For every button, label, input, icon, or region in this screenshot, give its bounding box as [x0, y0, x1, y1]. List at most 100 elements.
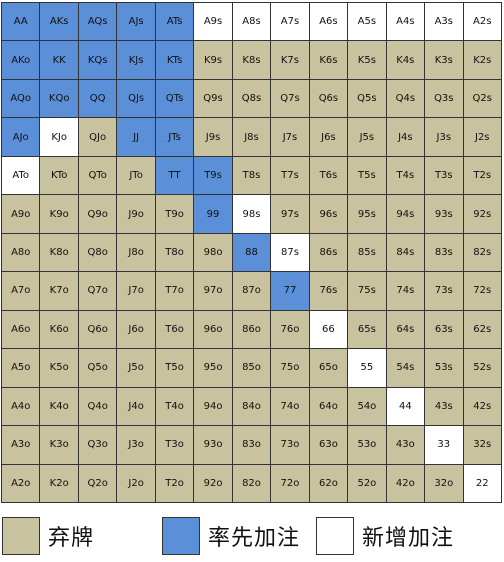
- hand-range-grid: AA AKs AQs AJs ATs A9s A8s A7s A6s A5s A4s A3s A2s AK…: [1, 2, 502, 503]
- hand-cell: T6s: [309, 156, 348, 195]
- hand-cell: 85o: [232, 349, 271, 387]
- hand-cell: JTs: [155, 118, 194, 156]
- hand-cell: 32s: [463, 426, 501, 464]
- hand-cell: K4s: [386, 41, 425, 79]
- hand-cell: KK: [40, 41, 78, 79]
- hand-cell: 64s: [386, 310, 425, 349]
- hand-cell: T7o: [155, 272, 194, 310]
- hand-cell: 82o: [232, 464, 271, 502]
- hand-cell: 88: [232, 233, 271, 272]
- hand-cell: 66: [309, 310, 348, 349]
- hand-cell: J3s: [425, 118, 463, 156]
- hand-cell: K7o: [40, 272, 78, 310]
- hand-cell: QJo: [78, 118, 117, 156]
- hand-cell: 97o: [194, 272, 232, 310]
- legend-swatch-fold: [2, 517, 40, 555]
- hand-cell: QTo: [78, 156, 117, 195]
- hand-cell: 86o: [232, 310, 271, 349]
- hand-cell: 92s: [463, 195, 501, 233]
- hand-cell: T8s: [232, 156, 271, 195]
- hand-cell: 85s: [348, 233, 386, 272]
- hand-cell: 86s: [309, 233, 348, 272]
- hand-cell: Q6o: [78, 310, 117, 349]
- hand-cell: T5o: [155, 349, 194, 387]
- hand-cell: Q9o: [78, 195, 117, 233]
- legend-item-raise: 率先加注: [162, 516, 300, 556]
- hand-cell: ATo: [2, 156, 40, 195]
- hand-cell: A2s: [463, 3, 501, 41]
- hand-cell: AQo: [2, 79, 40, 118]
- hand-cell: A6s: [309, 3, 348, 41]
- hand-cell: J7s: [271, 118, 309, 156]
- hand-cell: 94s: [386, 195, 425, 233]
- hand-cell: ATs: [155, 3, 194, 41]
- hand-cell: A5o: [2, 349, 40, 387]
- hand-cell: QQ: [78, 79, 117, 118]
- hand-cell: 32o: [425, 464, 463, 502]
- hand-cell: 77: [271, 272, 309, 310]
- hand-cell: K5o: [40, 349, 78, 387]
- hand-cell: 65s: [348, 310, 386, 349]
- hand-cell: 83s: [425, 233, 463, 272]
- hand-cell: KTo: [40, 156, 78, 195]
- hand-cell: 99: [194, 195, 232, 233]
- hand-cell: A9s: [194, 3, 232, 41]
- hand-cell: 44: [386, 387, 425, 426]
- hand-cell: Q5s: [348, 79, 386, 118]
- hand-cell: K9o: [40, 195, 78, 233]
- hand-cell: Q2s: [463, 79, 501, 118]
- hand-cell: 63s: [425, 310, 463, 349]
- hand-cell: J6s: [309, 118, 348, 156]
- hand-cell: K9s: [194, 41, 232, 79]
- hand-cell: Q9s: [194, 79, 232, 118]
- hand-cell: 53s: [425, 349, 463, 387]
- hand-cell: Q8s: [232, 79, 271, 118]
- hand-cell: J8o: [117, 233, 155, 272]
- hand-cell: AKs: [40, 3, 78, 41]
- hand-cell: K3s: [425, 41, 463, 79]
- hand-cell: 72s: [463, 272, 501, 310]
- hand-cell: 93o: [194, 426, 232, 464]
- hand-cell: AKo: [2, 41, 40, 79]
- hand-cell: KTs: [155, 41, 194, 79]
- hand-cell: 64o: [309, 387, 348, 426]
- hand-cell: 98o: [194, 233, 232, 272]
- legend-label-raise: 率先加注: [208, 526, 301, 551]
- hand-cell: 97s: [271, 195, 309, 233]
- hand-cell: T5s: [348, 156, 386, 195]
- hand-cell: T9s: [194, 156, 232, 195]
- hand-cell: K5s: [348, 41, 386, 79]
- hand-cell: KQs: [78, 41, 117, 79]
- hand-cell: A3s: [425, 3, 463, 41]
- hand-cell: 98s: [232, 195, 271, 233]
- hand-cell: T3s: [425, 156, 463, 195]
- hand-cell: A2o: [2, 464, 40, 502]
- hand-cell: 52o: [348, 464, 386, 502]
- hand-cell: JJ: [117, 118, 155, 156]
- hand-cell: 52s: [463, 349, 501, 387]
- hand-cell: T3o: [155, 426, 194, 464]
- hand-cell: 82s: [463, 233, 501, 272]
- hand-cell: AA: [2, 3, 40, 41]
- hand-cell: A6o: [2, 310, 40, 349]
- hand-cell: 43o: [386, 426, 425, 464]
- hand-cell: JTo: [117, 156, 155, 195]
- hand-cell: KJo: [40, 118, 78, 156]
- hand-cell: TT: [155, 156, 194, 195]
- hand-cell: Q2o: [78, 464, 117, 502]
- hand-cell: 65o: [309, 349, 348, 387]
- hand-cell: AJo: [2, 118, 40, 156]
- hand-cell: A7s: [271, 3, 309, 41]
- hand-cell: K8o: [40, 233, 78, 272]
- hand-cell: Q6s: [309, 79, 348, 118]
- hand-cell: AQs: [78, 3, 117, 41]
- hand-cell: 62s: [463, 310, 501, 349]
- hand-cell: A9o: [2, 195, 40, 233]
- legend-swatch-raise: [162, 517, 200, 555]
- hand-cell: K4o: [40, 387, 78, 426]
- legend-item-fold: 弃牌: [2, 516, 94, 556]
- hand-cell: 55: [348, 349, 386, 387]
- legend-label-add: 新增加注: [362, 526, 455, 551]
- hand-cell: K2o: [40, 464, 78, 502]
- hand-cell: A7o: [2, 272, 40, 310]
